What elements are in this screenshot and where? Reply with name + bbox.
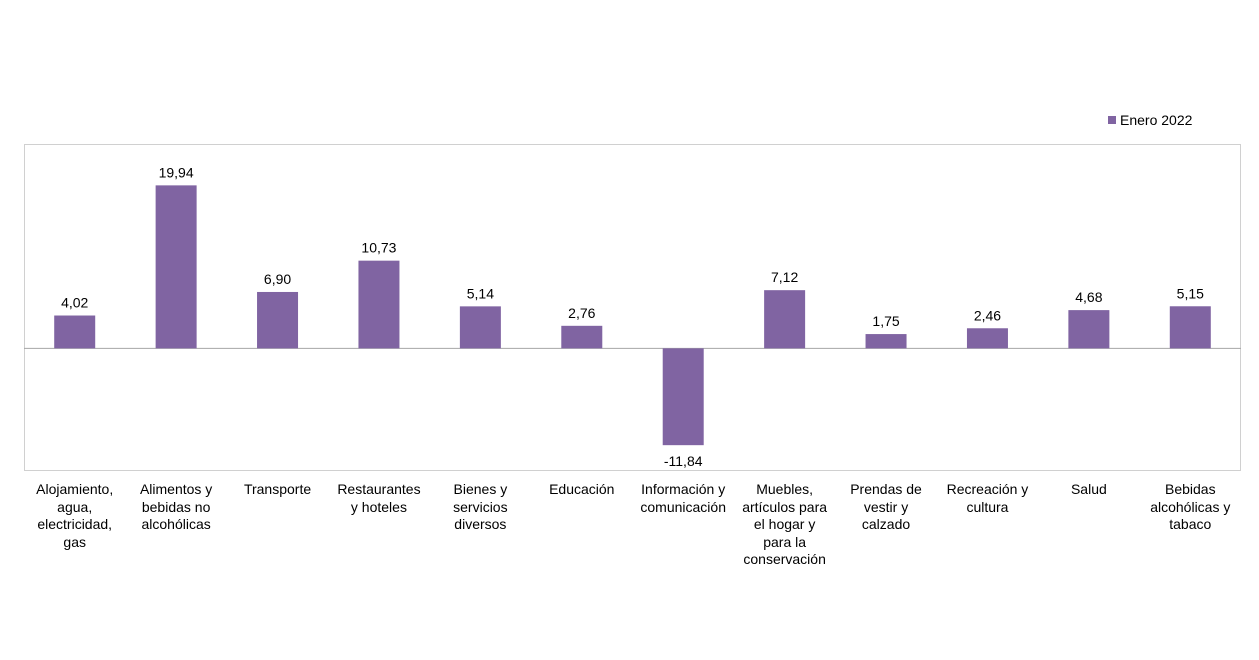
bar bbox=[662, 348, 704, 446]
bar bbox=[1169, 306, 1211, 349]
legend: Enero 2022 bbox=[1108, 112, 1192, 128]
bar bbox=[257, 291, 299, 349]
legend-swatch bbox=[1108, 116, 1116, 124]
data-label: 7,12 bbox=[771, 269, 798, 285]
category-label: Prendas de vestir y calzado bbox=[850, 481, 922, 532]
category-label: Bienes y servicios diversos bbox=[453, 481, 508, 532]
bar bbox=[561, 325, 603, 349]
data-label: 5,14 bbox=[467, 285, 494, 301]
legend-label: Enero 2022 bbox=[1120, 112, 1193, 128]
data-label: 2,46 bbox=[974, 307, 1001, 323]
category-label: Alimentos y bebidas no alcohólicas bbox=[139, 481, 213, 532]
plot-area bbox=[24, 144, 1241, 471]
category-label: Salud bbox=[1070, 481, 1107, 497]
data-label: 5,15 bbox=[1177, 285, 1204, 301]
category-label: Educación bbox=[549, 481, 615, 497]
category-label: Restaurantes y hoteles bbox=[337, 481, 421, 515]
category-label: Bebidas alcohólicas y tabaco bbox=[1150, 481, 1231, 532]
bar bbox=[966, 328, 1008, 349]
bar bbox=[459, 306, 501, 349]
category-label: Alojamiento, agua, electricidad, gas bbox=[36, 481, 114, 550]
category-label: Transporte bbox=[243, 481, 312, 497]
bar bbox=[764, 290, 806, 349]
data-label: 4,68 bbox=[1075, 289, 1102, 305]
data-label: 1,75 bbox=[872, 313, 899, 329]
data-label: 2,76 bbox=[568, 305, 595, 321]
bar bbox=[54, 315, 96, 349]
category-label: Información y comunicación bbox=[640, 481, 726, 515]
bar bbox=[155, 185, 197, 349]
bar bbox=[1068, 310, 1110, 349]
data-label: 19,94 bbox=[159, 164, 194, 180]
data-label: 10,73 bbox=[361, 240, 396, 256]
category-label: Recreación y cultura bbox=[946, 481, 1029, 515]
data-label: -11,84 bbox=[664, 453, 703, 469]
bar bbox=[865, 334, 907, 349]
bar bbox=[358, 260, 400, 349]
data-label: 4,02 bbox=[61, 295, 88, 311]
data-label: 6,90 bbox=[264, 271, 291, 287]
category-label: Muebles, artículos para el hogar y para … bbox=[742, 481, 828, 567]
